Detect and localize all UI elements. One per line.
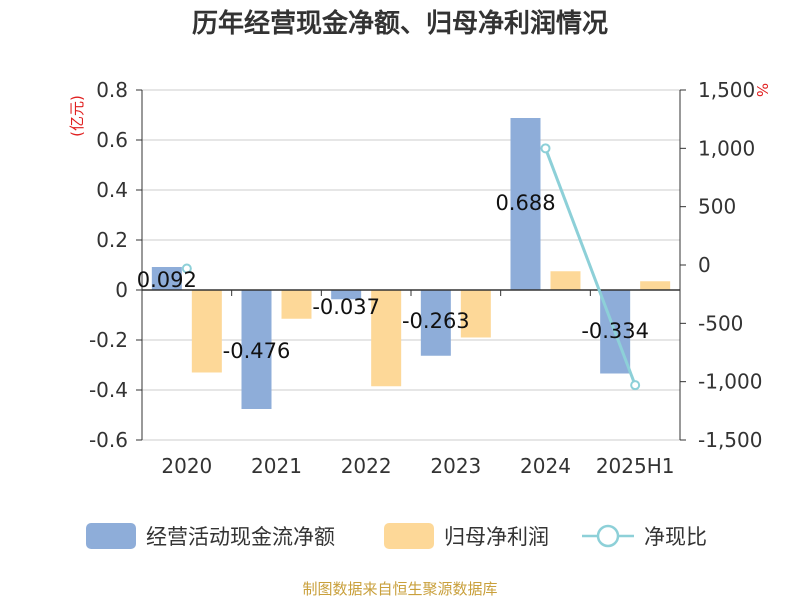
left-axis-unit: (亿元) (68, 95, 86, 137)
left-tick-label: -0.2 (89, 328, 128, 352)
line-point (540, 143, 551, 154)
tick-labels: 0.8 0.6 0.4 0.2 0 -0.2 -0.4 -0.6 1,500 1,000 500 0 -… (89, 78, 763, 478)
bar-marks (151, 118, 671, 409)
bar-net-profit (371, 290, 402, 387)
legend-item[interactable]: 经营活动现金流净额 (86, 523, 335, 549)
right-tick-label: -1,500 (698, 428, 762, 452)
bar-net-profit (281, 290, 312, 319)
line-series (181, 143, 641, 391)
bar-net-profit (640, 281, 671, 290)
source-note: 制图数据来自恒生聚源数据库 (302, 580, 497, 598)
left-tick-label: 0 (115, 278, 128, 302)
grid-lines (142, 89, 680, 441)
right-tick-label: -1,000 (698, 370, 762, 394)
left-tick-label: 0.4 (96, 178, 128, 202)
data-label-operating-cashflow: -0.037 (312, 295, 380, 319)
line-point (630, 380, 641, 391)
bar-net-profit (191, 290, 222, 373)
data-label-operating-cashflow: -0.263 (402, 309, 470, 333)
bar-net-profit (460, 290, 491, 338)
line-point (181, 263, 192, 274)
legend-item[interactable]: 归母净利润 (384, 523, 549, 549)
bar-operating-cashflow (510, 118, 541, 290)
right-axis-unit: % (753, 83, 771, 97)
legend-label: 归母净利润 (444, 525, 549, 549)
legend-label: 经营活动现金流净额 (146, 525, 335, 549)
data-label-operating-cashflow: 0.688 (495, 191, 555, 215)
left-tick-label: -0.4 (89, 378, 128, 402)
bar-net-profit (550, 271, 581, 290)
x-tick-label: 2020 (161, 454, 212, 478)
legend-label: 净现比 (644, 525, 707, 549)
legend[interactable]: 经营活动现金流净额 归母净利润 净现比 (86, 523, 707, 549)
legend-item[interactable]: 净现比 (582, 524, 707, 549)
right-tick-label: 1,000 (698, 136, 755, 160)
bar-operating-cashflow (241, 290, 272, 409)
left-tick-label: 0.8 (96, 78, 128, 102)
legend-swatch (86, 523, 136, 549)
bar-operating-cashflow (420, 290, 451, 356)
data-label-operating-cashflow: -0.334 (581, 319, 649, 343)
legend-swatch (384, 523, 434, 549)
left-tick-label: -0.6 (89, 428, 128, 452)
x-tick-label: 2022 (341, 454, 392, 478)
left-tick-label: 0.2 (96, 228, 128, 252)
right-tick-label: 1,500 (698, 78, 755, 102)
right-tick-label: 500 (698, 195, 736, 219)
x-tick-label: 2025H1 (596, 454, 675, 478)
x-tick-label: 2024 (520, 454, 571, 478)
left-tick-label: 0.6 (96, 128, 128, 152)
legend-marker (596, 524, 620, 548)
right-tick-label: -500 (698, 311, 743, 335)
line-cash-ratio (544, 147, 637, 386)
right-tick-label: 0 (698, 253, 711, 277)
bar-operating-cashflow (331, 290, 362, 300)
data-label-operating-cashflow: -0.476 (223, 339, 291, 363)
x-tick-label: 2021 (251, 454, 302, 478)
axes (136, 89, 686, 441)
x-tick-label: 2023 (430, 454, 481, 478)
chart-title: 历年经营现金净额、归母净利润情况 (192, 8, 608, 39)
bar-operating-cashflow (151, 267, 182, 290)
data-label-operating-cashflow: 0.092 (137, 268, 197, 292)
data-labels: 0.092 -0.476 -0.037 -0.263 0.688 -0.334 (137, 191, 649, 363)
